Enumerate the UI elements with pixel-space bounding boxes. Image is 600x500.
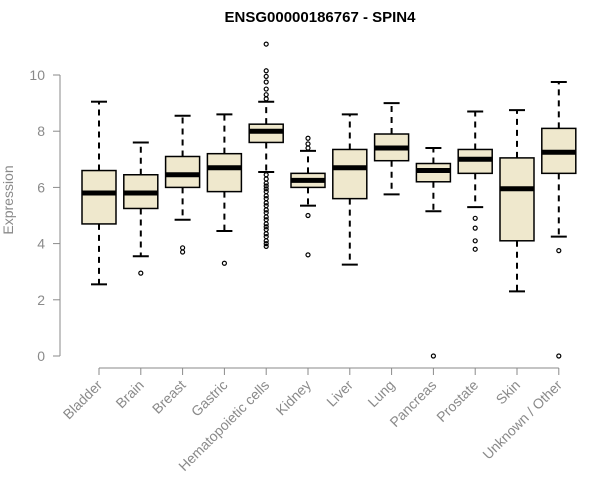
outlier-point [263, 172, 269, 178]
box-brain [123, 141, 159, 276]
box-bladder [81, 100, 117, 286]
outlier-point [305, 141, 311, 147]
x-tick-label: Lung [364, 377, 397, 410]
outlier-point [472, 225, 478, 231]
outlier-point [305, 252, 311, 258]
box-liver [332, 113, 368, 266]
outlier-point [263, 79, 269, 85]
box-hematopoietic-cells [248, 41, 284, 250]
outlier-point [263, 224, 269, 230]
x-tick-label: Bladder [60, 377, 106, 423]
outlier-point [556, 248, 562, 254]
box-lung [373, 102, 410, 196]
outlier-point [263, 241, 269, 247]
outlier-point [138, 270, 144, 276]
outlier-point [263, 193, 269, 199]
box-breast [164, 114, 201, 255]
box-unknown-other [541, 81, 577, 359]
y-tick-label: 4 [37, 236, 45, 252]
y-tick-label: 0 [37, 348, 45, 364]
x-tick-label: Brain [112, 377, 146, 411]
outlier-point [221, 260, 227, 266]
outlier-point [263, 214, 269, 220]
outlier-point [472, 215, 478, 221]
outlier-point [263, 68, 269, 74]
outlier-point [263, 92, 269, 98]
outlier-point [305, 145, 311, 151]
outlier-point [472, 246, 478, 252]
outlier-point [263, 243, 269, 250]
y-axis: 0 2 4 6 8 10 [29, 67, 61, 364]
x-tick-label: Liver [323, 377, 356, 410]
outlier-point [263, 41, 269, 47]
iqr-box [332, 148, 368, 200]
outlier-point [263, 238, 269, 244]
iqr-box [499, 157, 535, 242]
y-tick-label: 2 [37, 292, 45, 308]
y-tick-label: 10 [29, 67, 45, 83]
box-pancreas [415, 147, 452, 359]
x-tick-label: Unknown / Other [479, 377, 565, 463]
outlier-point [180, 245, 186, 251]
box-gastric [206, 113, 243, 266]
x-tick-label: Prostate [433, 377, 481, 425]
x-tick-label: Skin [493, 377, 524, 408]
box-skin [499, 109, 535, 293]
outlier-point [263, 231, 269, 237]
outlier-point [263, 200, 269, 206]
outlier-point [472, 238, 478, 244]
outlier-point [263, 96, 269, 102]
chart-title: ENSG00000186767 - SPIN4 [225, 9, 417, 26]
outlier-point [263, 73, 269, 80]
iqr-box [206, 152, 243, 193]
box-kidney [290, 135, 326, 258]
boxes-group [81, 41, 577, 359]
outlier-point [263, 86, 269, 92]
y-axis-label: Expression [0, 165, 16, 234]
box-prostate [457, 110, 493, 252]
outlier-point [263, 180, 269, 186]
y-tick-label: 6 [37, 179, 45, 195]
y-tick-label: 8 [37, 123, 45, 139]
outlier-point [263, 221, 269, 227]
outlier-point [305, 212, 311, 219]
outlier-point [263, 186, 269, 192]
outlier-point [305, 135, 311, 141]
outlier-point [263, 176, 269, 182]
outlier-point [430, 353, 436, 359]
iqr-box [164, 155, 201, 189]
outlier-point [263, 207, 269, 213]
outlier-point [263, 183, 269, 189]
outlier-point [556, 353, 562, 359]
iqr-box [81, 169, 117, 225]
outlier-point [180, 249, 186, 255]
x-tick-label: Breast [149, 377, 189, 417]
x-tick-label: Kidney [273, 377, 315, 419]
